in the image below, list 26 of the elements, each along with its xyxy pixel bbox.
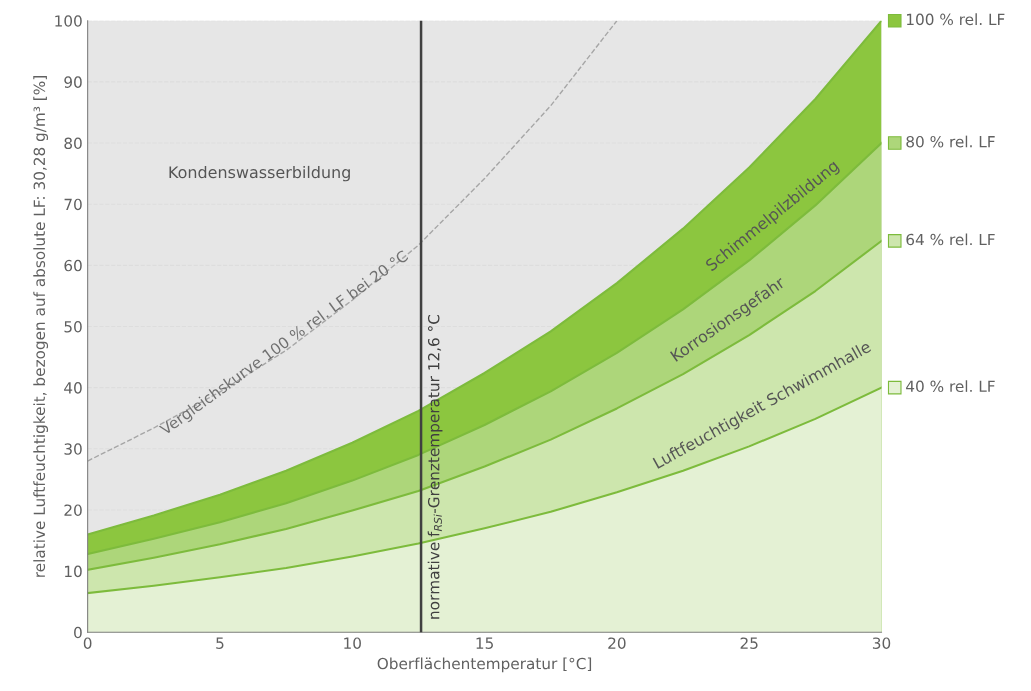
y-tick-label: 70	[64, 198, 82, 211]
x-tick-label: 5	[216, 637, 224, 649]
ref-line-label: normative f$_{RSi}$-Grenztemperatur 12,6 °C	[427, 314, 443, 619]
x-tick-label: 20	[608, 637, 626, 649]
x-tick-label: 25	[740, 637, 758, 649]
x-tick-label: 30	[872, 637, 891, 649]
legend-label: 40 % rel. LF	[906, 380, 995, 393]
y-tick-label: 20	[64, 504, 82, 516]
annotation: Kondenswasserbildung	[169, 165, 350, 182]
x-tick-label: 10	[344, 637, 361, 649]
legend-label: 100 % rel. LF	[907, 13, 1005, 26]
x-axis-title: Oberflächentemperatur [°C]	[377, 657, 592, 673]
y-axis-title: relative Luftfeuchtigkeit, bezogen auf absolute LF: 30,28 g/m³ [%]	[33, 76, 49, 577]
y-tick-label: 40	[64, 382, 82, 394]
y-tick-label: 60	[64, 259, 82, 272]
y-tick-label: 50	[64, 320, 82, 333]
y-tick-label: 100	[55, 15, 82, 27]
y-tick-label: 90	[64, 76, 82, 88]
y-tick-label: 80	[64, 137, 82, 150]
legend-label: 80 % rel. LF	[906, 135, 995, 148]
legend-label: 64 % rel. LF	[906, 233, 995, 246]
y-tick-label: 10	[65, 565, 82, 578]
y-tick-label: 30	[64, 443, 82, 455]
x-tick-label: 0	[83, 637, 92, 649]
y-tick-label: 0	[74, 626, 82, 639]
x-tick-label: 15	[476, 637, 493, 649]
